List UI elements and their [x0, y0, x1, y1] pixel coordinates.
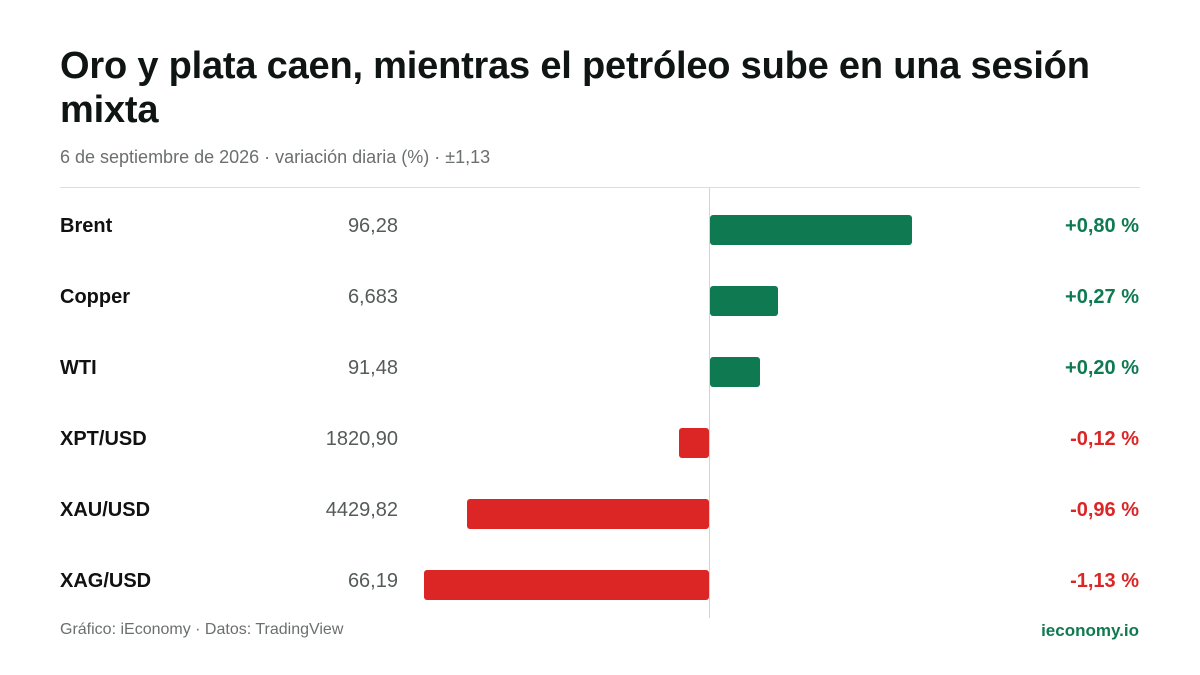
positive-bar [710, 215, 912, 245]
category-label: Brent [60, 215, 113, 237]
price-label: 1820,90 [325, 428, 398, 450]
category-label: WTI [60, 357, 97, 379]
category-label: XPT/USD [60, 428, 147, 450]
positive-bar [710, 286, 779, 316]
value-label: -0,96 % [1070, 499, 1139, 521]
header-divider [60, 187, 1140, 188]
chart-row: WTI 91,48 +0,20 % [0, 333, 1200, 404]
price-label: 4429,82 [325, 499, 398, 521]
negative-bar [424, 570, 709, 600]
price-label: 66,19 [347, 570, 398, 592]
brand-link[interactable]: ieconomy.io [1041, 621, 1139, 640]
chart-row: Brent 96,28 +0,80 % [0, 191, 1200, 262]
source-credit: Gráfico: iEconomy · Datos: TradingView [60, 621, 344, 638]
positive-bar [710, 357, 761, 387]
bar-chart: Brent 96,28 +0,80 % Copper 6,683 +0,27 % WTI 91… [0, 188, 1200, 618]
negative-bar [678, 428, 709, 458]
value-label: -0,12 % [1070, 428, 1139, 450]
chart-title: Oro y plata caen, mientras el petróleo s… [60, 45, 1090, 131]
value-label: +0,27 % [1065, 286, 1139, 308]
category-label: XAU/USD [60, 499, 151, 521]
chart-row: XAG/USD 66,19 -1,13 % [0, 546, 1200, 617]
value-label: +0,20 % [1065, 357, 1139, 379]
chart-row: Copper 6,683 +0,27 % [0, 262, 1200, 333]
chart-row: XAU/USD 4429,82 -0,96 % [0, 475, 1200, 546]
negative-bar [466, 499, 709, 529]
category-label: Copper [60, 286, 130, 308]
value-label: +0,80 % [1065, 215, 1139, 237]
value-label: -1,13 % [1070, 570, 1139, 592]
chart-row: XPT/USD 1820,90 -0,12 % [0, 404, 1200, 475]
chart-subtitle: 6 de septiembre de 2026 · variación diar… [60, 147, 491, 167]
price-label: 6,683 [347, 286, 398, 308]
category-label: XAG/USD [60, 570, 152, 592]
price-label: 96,28 [347, 215, 398, 237]
price-label: 91,48 [347, 357, 398, 379]
zero-axis-line [709, 188, 710, 618]
